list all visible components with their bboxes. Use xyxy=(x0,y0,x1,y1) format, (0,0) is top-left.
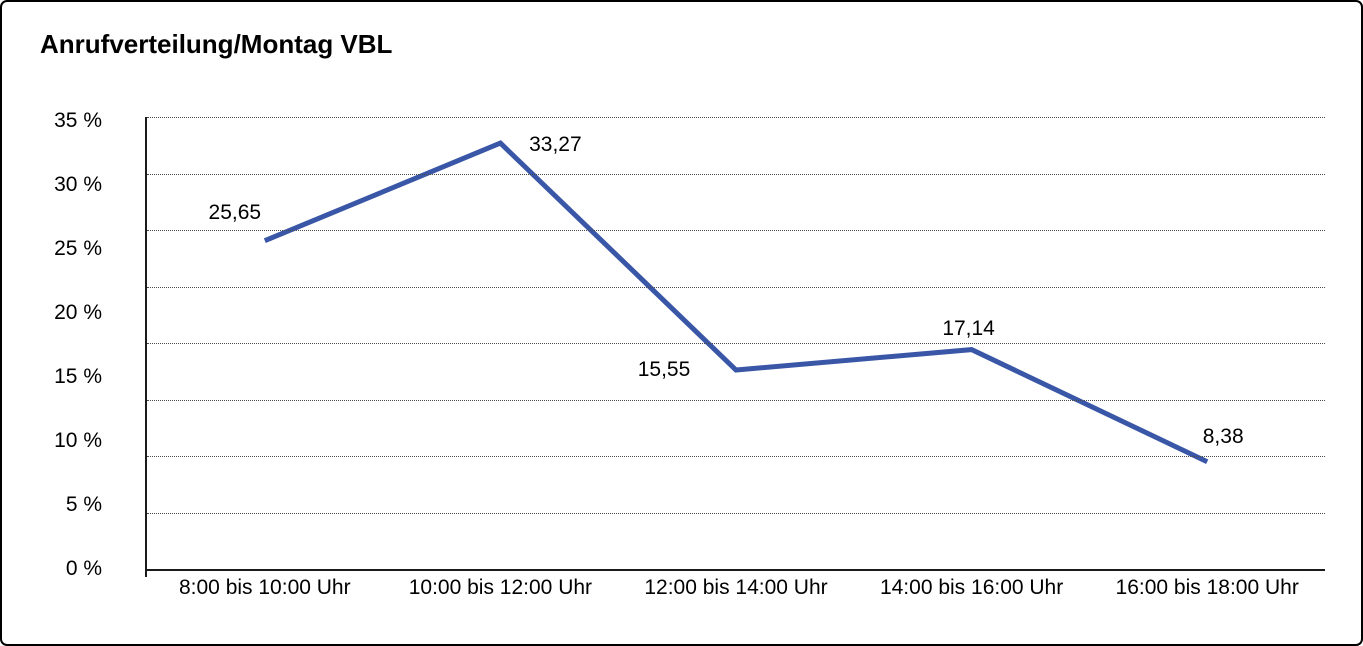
y-axis-tick-label: 10 % xyxy=(54,429,102,452)
chart-title: Anrufverteilung/Montag VBL xyxy=(40,29,393,59)
y-axis-tick-label: 20 % xyxy=(54,301,102,324)
horizontal-gridline xyxy=(147,399,1325,401)
horizontal-gridline xyxy=(147,456,1325,457)
y-axis-tick-label: 30 % xyxy=(54,173,102,196)
data-point-label: 8,38 xyxy=(1202,424,1244,448)
line-series-svg xyxy=(263,140,1209,464)
x-axis-category-label: 10:00 bis 12:00 Uhr xyxy=(408,576,593,599)
data-point-label: 25,65 xyxy=(208,200,262,224)
x-axis-category-label: 14:00 bis 16:00 Uhr xyxy=(879,576,1064,599)
y-axis-tick-label: 35 % xyxy=(54,109,102,132)
horizontal-gridline xyxy=(147,343,1325,344)
horizontal-gridline xyxy=(147,286,1325,288)
call-distribution-line xyxy=(263,140,1209,464)
data-point-label: 17,14 xyxy=(942,316,995,340)
y-axis-tick-label: 5 % xyxy=(65,493,102,516)
x-axis-category-label: 16:00 bis 18:00 Uhr xyxy=(1115,576,1299,599)
data-point-label: 15,55 xyxy=(637,357,691,381)
horizontal-gridline xyxy=(147,512,1325,514)
x-axis-category-label: 12:00 bis 14:00 Uhr xyxy=(644,576,828,599)
x-axis-category-label: 8:00 bis 10:00 Uhr xyxy=(178,576,351,599)
data-point-label: 33,27 xyxy=(529,133,582,157)
y-axis-tick-label: 25 % xyxy=(54,237,102,260)
x-axis-left-tick xyxy=(145,571,147,577)
horizontal-gridline xyxy=(147,230,1325,231)
horizontal-gridline xyxy=(147,117,1325,118)
y-axis-tick-label: 15 % xyxy=(54,365,102,388)
plot-area: 25,65 33,27 15,55 17,14 8,38 xyxy=(145,117,1325,571)
y-axis-tick-label: 0 % xyxy=(65,557,102,580)
horizontal-gridline xyxy=(147,173,1325,175)
